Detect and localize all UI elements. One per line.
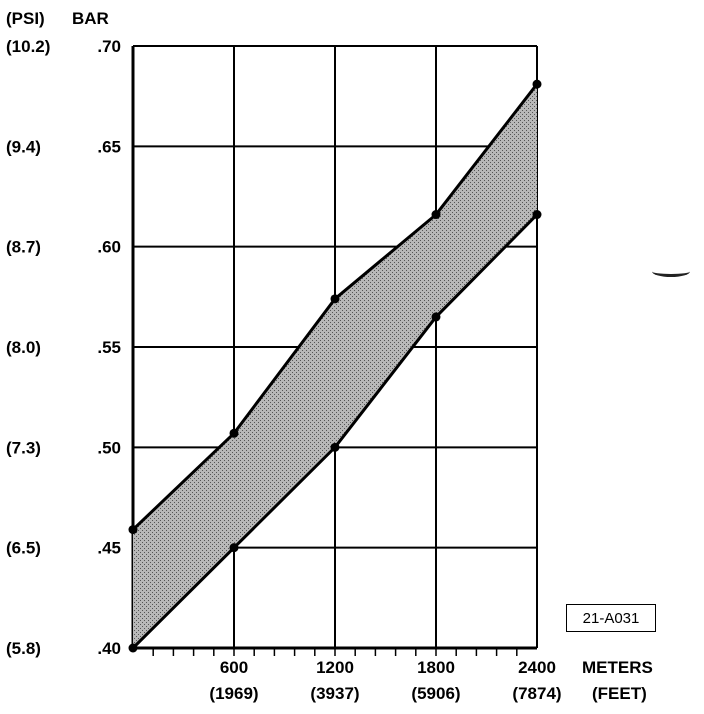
y-tick-label-psi: (5.8) [6, 639, 41, 658]
x-tick-label-feet: (1969) [209, 684, 258, 703]
y-tick-label-psi: (6.5) [6, 539, 41, 558]
y-tick-label-psi: (8.0) [6, 338, 41, 357]
y-axis-labels: (5.8) .40 (6.5) .45 (7.3) .50 (8.0) .55 (8.7) .60… [6, 37, 121, 658]
y-tick-label-bar: .60 [97, 238, 121, 257]
feet-unit-label: (FEET) [592, 684, 647, 703]
x-tick-label-feet: (3937) [310, 684, 359, 703]
upper-data-point [330, 294, 340, 304]
y-tick-label-bar: .65 [97, 137, 121, 156]
x-tick-label-feet: (7874) [512, 684, 561, 703]
upper-boundary-points [128, 79, 542, 535]
upper-data-point [431, 210, 441, 220]
y-tick-label-psi: (8.7) [6, 238, 41, 257]
lower-boundary-points [128, 210, 542, 653]
y-tick-label-psi: (7.3) [6, 438, 41, 457]
upper-data-point [229, 428, 239, 438]
meters-unit-label: METERS [582, 658, 653, 677]
upper-data-point [532, 79, 542, 89]
lower-data-point [128, 643, 138, 653]
lower-data-point [229, 543, 239, 553]
pressure-band-area [133, 84, 537, 649]
y-tick-label-bar: .45 [97, 539, 121, 558]
x-minor-ticks [152, 648, 518, 656]
psi-unit-header: (PSI) [6, 9, 45, 28]
y-tick-label-psi: (9.4) [6, 137, 41, 156]
x-axis-labels: 600 (1969) 1200 (3937) 1800 (5906) 2400 (7874) [209, 658, 561, 703]
y-tick-label-bar: .55 [97, 338, 121, 357]
x-tick-label-meters: 1200 [316, 658, 354, 677]
x-tick-label-meters: 600 [220, 658, 248, 677]
x-tick-label-feet: (5906) [411, 684, 460, 703]
figure-reference-label: 21-A031 [566, 604, 656, 632]
lower-data-point [431, 312, 441, 322]
x-tick-label-meters: 2400 [518, 658, 556, 677]
y-tick-label-psi: (10.2) [6, 37, 50, 56]
lower-data-point [532, 210, 542, 220]
lower-data-point [330, 442, 340, 452]
y-tick-label-bar: .40 [97, 639, 121, 658]
bar-unit-header: BAR [72, 9, 109, 28]
upper-data-point [128, 525, 138, 535]
x-tick-label-meters: 1800 [417, 658, 455, 677]
y-tick-label-bar: .50 [97, 438, 121, 457]
scan-mark [652, 266, 690, 277]
y-tick-label-bar: .70 [97, 37, 121, 56]
